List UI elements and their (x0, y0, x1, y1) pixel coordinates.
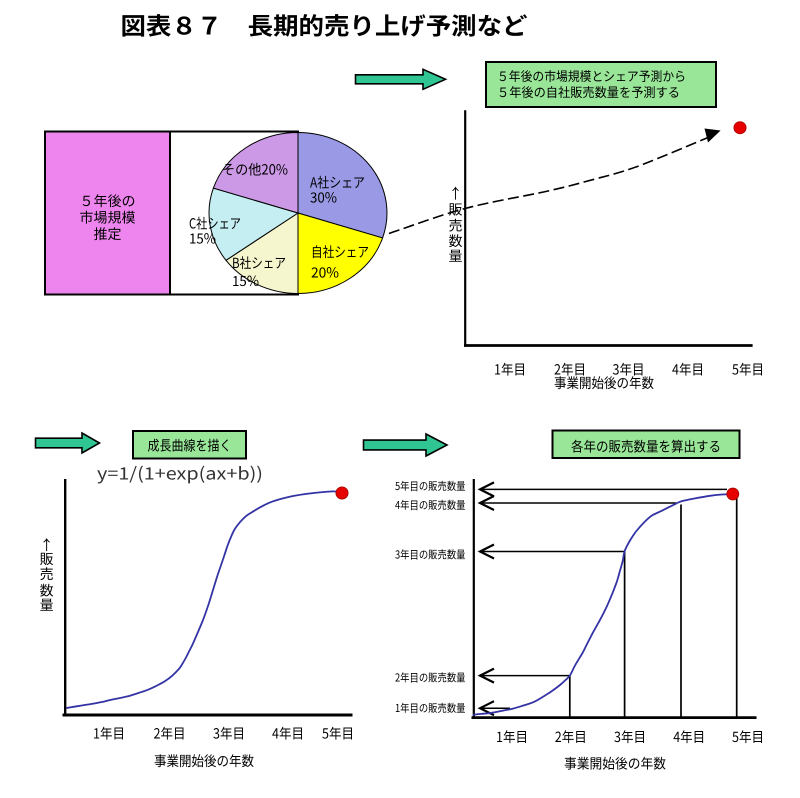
svg-text:20%: 20% (311, 263, 339, 283)
svg-text:売: 売 (449, 215, 463, 235)
svg-text:4年目: 4年目 (673, 727, 705, 747)
svg-text:市場規模: 市場規模 (80, 208, 136, 228)
svg-text:C社シェア: C社シェア (189, 214, 241, 234)
svg-text:図表８７ 長期的売り上げ予測など: 図表８７ 長期的売り上げ予測など (121, 7, 528, 42)
svg-text:5年目: 5年目 (732, 360, 764, 380)
svg-text:2年目: 2年目 (554, 360, 586, 380)
svg-text:y=1/(1+exp(ax+b)): y=1/(1+exp(ax+b)) (97, 460, 263, 485)
svg-text:5年目: 5年目 (322, 724, 354, 744)
svg-text:↑: ↑ (40, 535, 54, 555)
svg-text:自社シェア: 自社シェア (311, 242, 369, 262)
svg-text:1年目の販売数量: 1年目の販売数量 (395, 700, 466, 716)
svg-text:4年目の販売数量: 4年目の販売数量 (395, 497, 466, 513)
svg-text:4年目: 4年目 (272, 724, 304, 744)
svg-text:2年目: 2年目 (154, 724, 186, 744)
svg-text:2年目: 2年目 (555, 727, 587, 747)
svg-text:販: 販 (449, 200, 463, 220)
svg-text:売: 売 (40, 564, 54, 584)
svg-text:15%: 15% (232, 271, 259, 291)
svg-text:3年目: 3年目 (614, 727, 646, 747)
svg-text:A社シェア: A社シェア (310, 173, 365, 193)
svg-text:成長曲線を描く: 成長曲線を描く (148, 436, 232, 456)
svg-text:各年の販売数量を算出する: 各年の販売数量を算出する (571, 437, 721, 457)
svg-text:1年目: 1年目 (496, 727, 528, 747)
svg-text:4年目: 4年目 (672, 360, 704, 380)
svg-text:事業開始後の年数: 事業開始後の年数 (154, 751, 254, 771)
svg-text:５年後の市場規模とシェア予測から: ５年後の市場規模とシェア予測から (497, 66, 686, 85)
svg-text:5年目の販売数量: 5年目の販売数量 (395, 478, 466, 494)
svg-text:販: 販 (40, 549, 54, 569)
svg-text:15%: 15% (189, 229, 216, 249)
svg-text:30%: 30% (310, 188, 337, 208)
svg-text:3年目の販売数量: 3年目の販売数量 (395, 547, 466, 563)
svg-text:５年後の自社販売数量を予測する: ５年後の自社販売数量を予測する (497, 82, 680, 101)
svg-text:5年目: 5年目 (732, 727, 764, 747)
svg-text:数: 数 (40, 580, 54, 600)
svg-text:量: 量 (40, 595, 54, 615)
svg-text:事業開始後の年数: 事業開始後の年数 (554, 373, 654, 393)
svg-text:3年目: 3年目 (213, 724, 245, 744)
svg-text:数: 数 (449, 231, 463, 251)
svg-text:事業開始後の年数: 事業開始後の年数 (564, 754, 666, 774)
svg-text:2年目の販売数量: 2年目の販売数量 (395, 670, 466, 686)
svg-text:推定: 推定 (94, 224, 122, 244)
svg-text:3年目: 3年目 (613, 360, 645, 380)
svg-text:1年目: 1年目 (93, 724, 125, 744)
svg-text:1年目: 1年目 (494, 360, 526, 380)
svg-text:↑: ↑ (449, 184, 463, 204)
svg-text:量: 量 (449, 246, 463, 266)
svg-text:その他20%: その他20% (222, 160, 288, 180)
svg-text:５年後の: ５年後の (80, 191, 136, 211)
svg-text:B社シェア: B社シェア (232, 253, 286, 273)
